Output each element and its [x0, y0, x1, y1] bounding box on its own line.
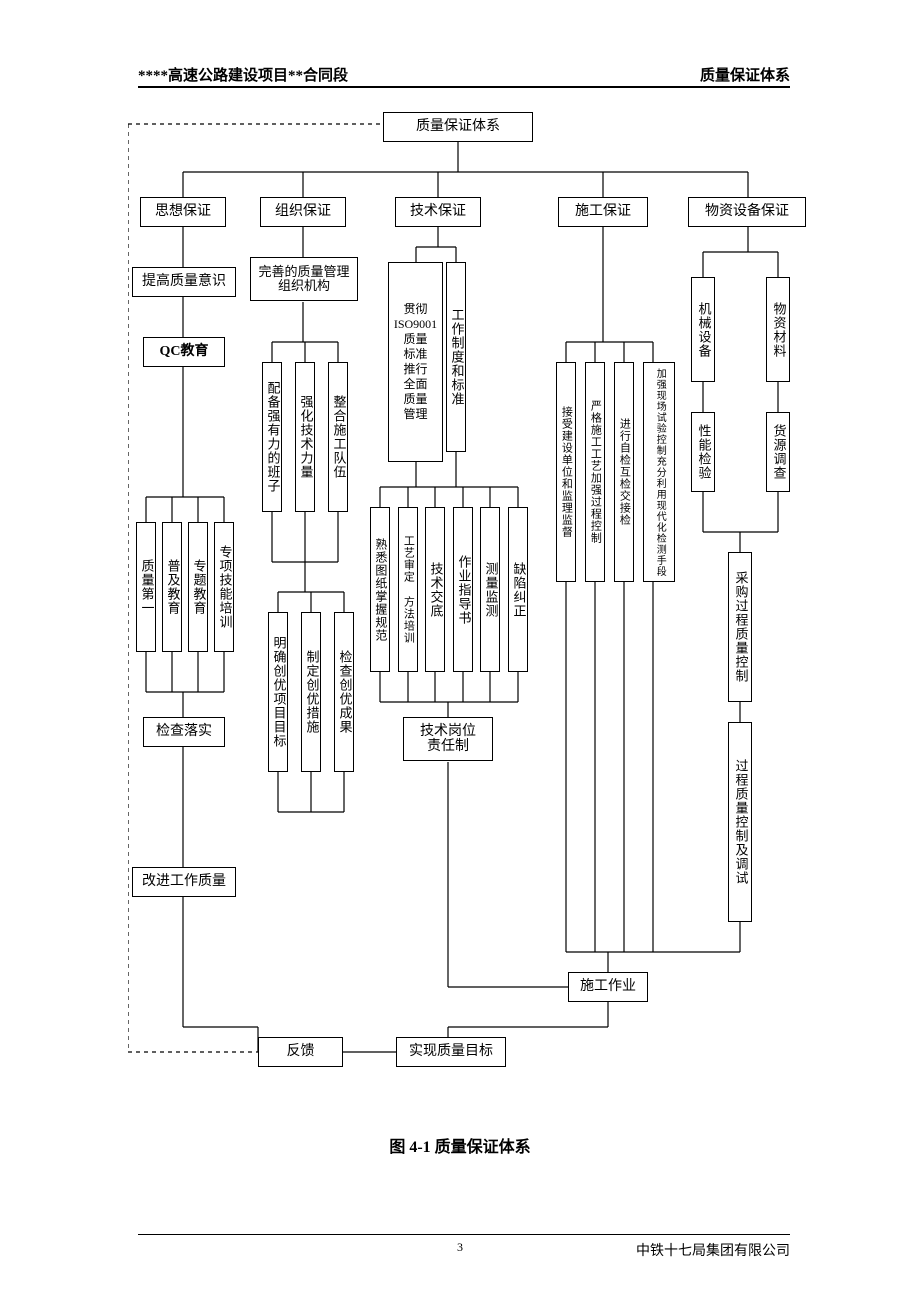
node-c3-l1: 工艺审定 方法培训 [398, 507, 418, 672]
node-c4-l0: 接受建设单位和监理监督 [556, 362, 576, 582]
node-c1-n4: 改进工作质量 [132, 867, 236, 897]
node-c2-l1-0: 配备强有力的班子 [262, 362, 282, 512]
flowchart: 质量保证体系 思想保证 组织保证 技术保证 施工保证 物资设备保证 提高质量意识… [128, 112, 808, 1072]
node-c3-right: 工作制度和标准 [446, 262, 466, 452]
node-c5-n2a: 货源调查 [766, 412, 790, 492]
node-c4-l1: 严格施工工艺加强过程控制 [585, 362, 605, 582]
node-c2-l1-1: 强化技术力量 [295, 362, 315, 512]
node-c3-l4: 测量监测 [480, 507, 500, 672]
figure-caption: 图 4-1 质量保证体系 [389, 1133, 530, 1157]
header-rule [138, 86, 790, 88]
node-c3-l5: 缺陷纠正 [508, 507, 528, 672]
node-c1-l1: 普及教育 [162, 522, 182, 652]
node-c2-l1-2: 整合施工队伍 [328, 362, 348, 512]
page: ****高速公路建设项目**合同段 质量保证体系 [0, 0, 920, 1302]
footer-rule [138, 1234, 790, 1235]
node-c3-l0: 熟悉图纸掌握规范 [370, 507, 390, 672]
node-c1-n3: 检查落实 [143, 717, 225, 747]
header-right: 质量保证体系 [700, 64, 790, 85]
node-c1-n1: 提高质量意识 [132, 267, 236, 297]
node-c5-n2: 物资材料 [766, 277, 790, 382]
node-goal: 实现质量目标 [396, 1037, 506, 1067]
node-c1-n2: QC教育 [143, 337, 225, 367]
node-c1-l0: 质量第一 [136, 522, 156, 652]
node-tier1-a: 思想保证 [140, 197, 226, 227]
node-c4-l3: 加强现场试验控制充分利用现代化检测手段 [643, 362, 675, 582]
node-c2-l2-0: 明确创优项目目标 [268, 612, 288, 772]
header-left: ****高速公路建设项目**合同段 [138, 64, 348, 85]
node-root: 质量保证体系 [383, 112, 533, 142]
node-c2-l2-1: 制定创优措施 [301, 612, 321, 772]
footer-company: 中铁十七局集团有限公司 [636, 1240, 790, 1260]
node-tier1-e: 物资设备保证 [688, 197, 806, 227]
node-c5-n1a: 性能检验 [691, 412, 715, 492]
node-c3-left: 贯彻 ISO9001 质量 标准 推行 全面 质量 管理 [388, 262, 443, 462]
node-c4-l2: 进行自检互检交接检 [614, 362, 634, 582]
node-tier1-b: 组织保证 [260, 197, 346, 227]
node-c5-n1: 机械设备 [691, 277, 715, 382]
node-c1-l2: 专题教育 [188, 522, 208, 652]
node-c3-bottom: 技术岗位 责任制 [403, 717, 493, 761]
node-c3-l2: 技术交底 [425, 507, 445, 672]
node-c4-bottom: 施工作业 [568, 972, 648, 1002]
footer-page-number: 3 [457, 1240, 463, 1255]
node-tier1-d: 施工保证 [558, 197, 648, 227]
node-c5-bot: 过程质量控制及调试 [728, 722, 752, 922]
node-c1-l3: 专项技能培训 [214, 522, 234, 652]
node-c2-n1: 完善的质量管理组织机构 [250, 257, 358, 301]
node-c3-l3: 作业指导书 [453, 507, 473, 672]
node-feedback: 反馈 [258, 1037, 343, 1067]
node-c2-l2-2: 检查创优成果 [334, 612, 354, 772]
node-c5-mid: 采购过程质量控制 [728, 552, 752, 702]
node-tier1-c: 技术保证 [395, 197, 481, 227]
